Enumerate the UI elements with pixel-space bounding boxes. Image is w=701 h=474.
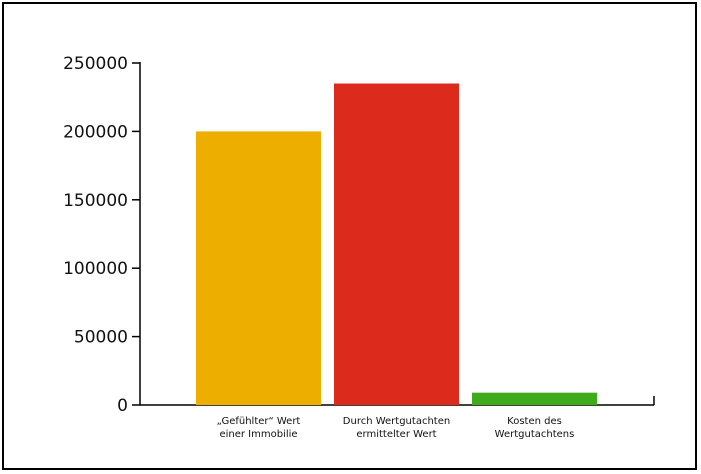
y-tick-label: 150000 bbox=[63, 191, 128, 211]
x-category-label: „Gefühlter“ Wert bbox=[217, 416, 301, 427]
bar-1 bbox=[196, 131, 321, 405]
y-tick-label: 100000 bbox=[63, 259, 128, 279]
y-tick-label: 200000 bbox=[63, 122, 128, 142]
y-tick-label: 50000 bbox=[74, 328, 128, 348]
bar-3 bbox=[472, 392, 597, 405]
x-category-label: Wertgutachtens bbox=[495, 429, 575, 440]
y-tick-label: 0 bbox=[117, 396, 128, 416]
bar-2 bbox=[334, 83, 459, 406]
x-category-label: einer Immobilie bbox=[219, 429, 297, 440]
x-category-label: ermittelter Wert bbox=[356, 429, 436, 440]
x-category-label: Kosten des bbox=[507, 416, 562, 427]
x-labels: „Gefühlter“ Wert einer Immobilie Durch Wer… bbox=[217, 416, 575, 440]
bars bbox=[196, 83, 597, 406]
x-category-label: Durch Wertgutachten bbox=[343, 416, 450, 427]
y-ticks: 0 50000 100000 150000 200000 250000 bbox=[63, 54, 140, 416]
y-tick-label: 250000 bbox=[63, 54, 128, 74]
